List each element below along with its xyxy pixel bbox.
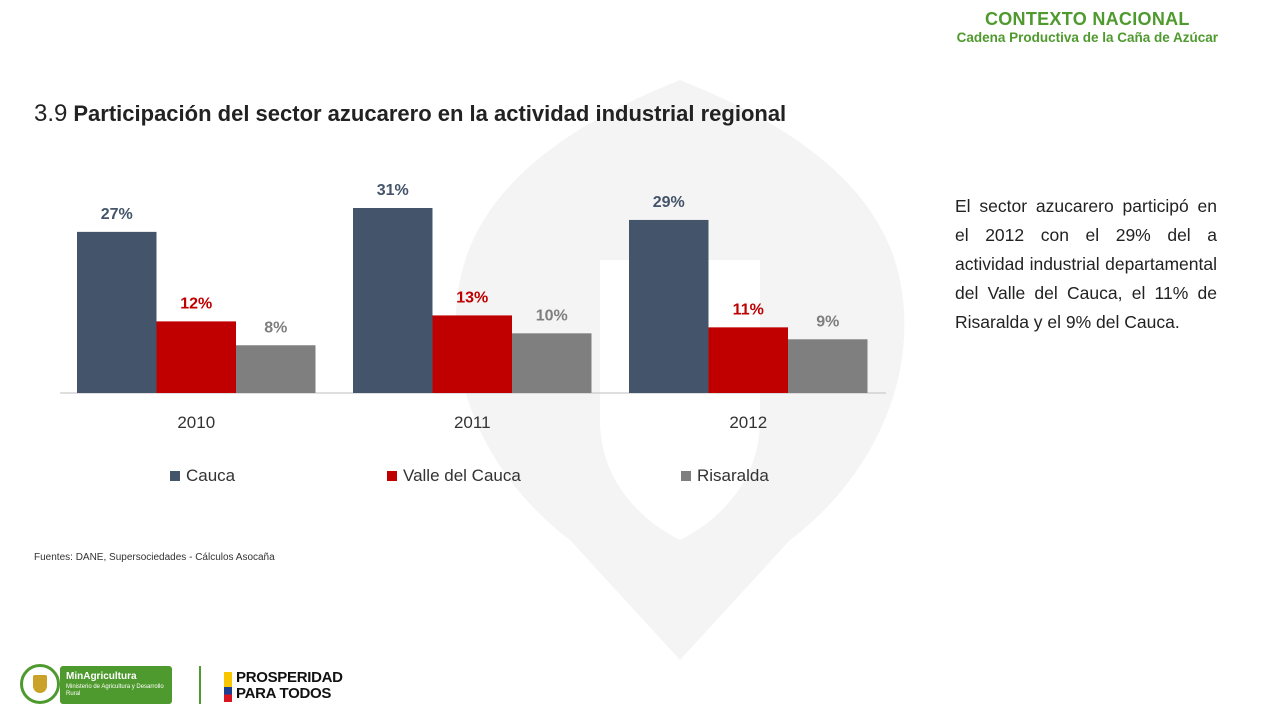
- data-label-risaralda-2012: 9%: [816, 313, 839, 330]
- coat-of-arms-icon: [20, 664, 60, 704]
- x-tick-label-2010: 2010: [177, 413, 215, 432]
- chart-svg: 27% 12% 8% 2010 31% 13% 10% 2011 29% 11% 9% 2012: [60, 182, 886, 432]
- bar-cauca-2010: [77, 231, 157, 393]
- data-label-cauca-2012: 29%: [653, 194, 685, 211]
- legend-swatch: [681, 471, 691, 481]
- legend-swatch: [170, 471, 180, 481]
- header-title: CONTEXTO NACIONAL: [984, 9, 1190, 29]
- data-label-cauca-2011: 31%: [377, 182, 409, 199]
- legend-swatch: [387, 471, 397, 481]
- legend-label: Valle del Cauca: [403, 466, 521, 485]
- x-tick-label-2011: 2011: [454, 413, 491, 432]
- bar-cauca-2012: [629, 219, 709, 393]
- legend-item-risaralda: Risaralda: [681, 466, 769, 486]
- description-text: El sector azucarero participó en el 2012…: [955, 196, 1217, 332]
- bar-risaralda-2010: [236, 345, 316, 393]
- minagricultura-subtitle: Ministerio de Agricultura y Desarrollo R…: [66, 684, 164, 697]
- legend-label: Risaralda: [697, 466, 769, 485]
- legend-item-cauca: Cauca: [170, 466, 235, 486]
- minagricultura-logo: MinAgricultura Ministerio de Agricultura…: [60, 666, 172, 704]
- prosperidad-line2: PARA TODOS: [236, 685, 332, 702]
- slide-number: 3.9: [34, 100, 68, 127]
- minagricultura-name: MinAgricultura: [66, 671, 137, 682]
- data-label-cauca-2010: 27%: [101, 206, 133, 223]
- header: CONTEXTO NACIONAL Cadena Productiva de l…: [957, 8, 1218, 46]
- chart-legend: Cauca Valle del Cauca Risaralda: [0, 466, 1280, 490]
- bar-chart: 27% 12% 8% 2010 31% 13% 10% 2011 29% 11% 9% 2012: [60, 182, 886, 432]
- data-label-risaralda-2011: 10%: [536, 307, 568, 324]
- source-note: Fuentes: DANE, Supersociedades - Cálculo…: [34, 552, 275, 563]
- flag-stripe-icon: [224, 672, 232, 702]
- legend-label: Cauca: [186, 466, 236, 485]
- bar-valle-del-cauca-2010: [156, 321, 236, 393]
- footer-logos: MinAgricultura Ministerio de Agricultura…: [16, 662, 356, 708]
- slide-title: 3.9 Participación del sector azucarero en…: [34, 100, 786, 128]
- x-tick-label-2012: 2012: [729, 413, 767, 432]
- bar-valle-del-cauca-2011: [432, 315, 512, 393]
- bar-valle-del-cauca-2012: [708, 327, 788, 393]
- bar-cauca-2011: [353, 208, 433, 393]
- data-label-valle-del-cauca-2010: 12%: [180, 295, 212, 312]
- data-label-risaralda-2010: 8%: [264, 319, 287, 336]
- data-label-valle-del-cauca-2012: 11%: [733, 301, 764, 318]
- data-label-valle-del-cauca-2011: 13%: [456, 289, 488, 306]
- slide-title-text: Participación del sector azucarero en la…: [73, 101, 787, 126]
- legend-item-valle-del-cauca: Valle del Cauca: [387, 466, 521, 486]
- prosperidad-line1: PROSPERIDAD: [236, 669, 343, 686]
- bar-risaralda-2012: [788, 339, 868, 393]
- footer-divider: [199, 666, 201, 704]
- bar-risaralda-2011: [512, 333, 592, 393]
- header-subtitle: Cadena Productiva de la Caña de Azúcar: [956, 30, 1218, 45]
